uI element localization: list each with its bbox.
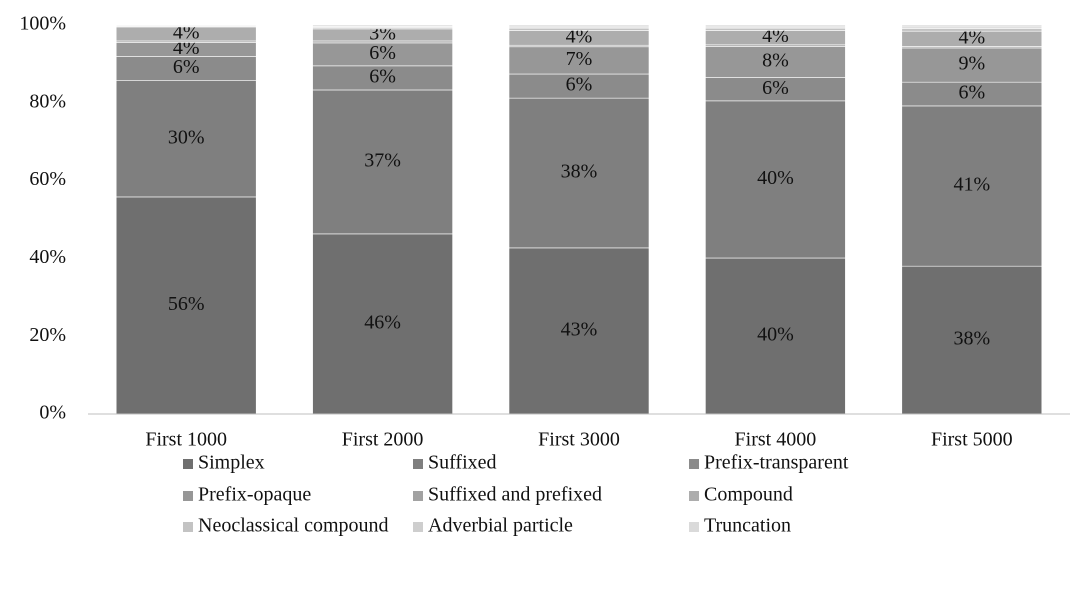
data-label: 41% — [953, 174, 990, 196]
bar-segment — [508, 97, 650, 249]
x-tick-label: First 4000 — [735, 429, 817, 451]
x-tick-label: First 5000 — [931, 429, 1013, 451]
bar-segment — [705, 100, 846, 259]
data-label: 43% — [561, 319, 598, 341]
data-label: 6% — [566, 74, 593, 96]
data-label: 38% — [561, 161, 598, 183]
legend-swatch — [413, 522, 423, 532]
bar-segment — [115, 80, 257, 198]
bar-segment — [508, 46, 650, 75]
legend-swatch — [183, 522, 193, 532]
data-label: 6% — [369, 65, 396, 87]
data-label: 30% — [168, 126, 205, 148]
y-tick-label: 60% — [29, 168, 66, 190]
y-tick-label: 100% — [19, 13, 66, 35]
data-label: 9% — [958, 53, 985, 75]
data-label: 6% — [369, 42, 396, 64]
bar-segment — [705, 46, 846, 78]
bar-segment — [705, 27, 846, 31]
legend-label: Truncation — [704, 515, 791, 537]
bar-segment — [508, 27, 650, 31]
legend-swatch — [183, 491, 193, 501]
bar-segment — [312, 233, 453, 415]
y-tick-label: 80% — [29, 90, 66, 112]
bar-segment — [115, 24, 257, 27]
bar-segment — [508, 247, 650, 415]
data-label: 6% — [958, 82, 985, 104]
bar-segment — [508, 73, 650, 99]
x-tick-label: First 2000 — [342, 429, 424, 451]
legend-swatch — [689, 491, 699, 501]
legend-label: Compound — [704, 484, 793, 506]
legend-label: Suffixed and prefixed — [428, 484, 602, 506]
bar-segment — [705, 257, 846, 415]
data-label: 6% — [762, 77, 789, 99]
x-tick-label: First 3000 — [538, 429, 620, 451]
legend-label: Suffixed — [428, 452, 497, 474]
x-tick-label: First 1000 — [145, 429, 227, 451]
y-tick-label: 0% — [39, 402, 66, 424]
data-label: 6% — [173, 56, 200, 78]
bar-segment — [901, 105, 1043, 267]
bar-segment — [312, 24, 453, 27]
bar-segment — [508, 24, 650, 28]
legend-swatch — [689, 522, 699, 532]
legend-swatch — [689, 459, 699, 469]
data-label: 40% — [757, 324, 794, 346]
bar-segment — [312, 89, 453, 235]
y-tick-label: 40% — [29, 246, 66, 268]
data-label: 4% — [566, 25, 593, 47]
data-label: 7% — [566, 48, 593, 70]
data-label: 4% — [958, 26, 985, 48]
bar-segment — [901, 28, 1043, 32]
legend-swatch — [183, 459, 193, 469]
legend-swatch — [413, 491, 423, 501]
legend-label: Adverbial particle — [428, 515, 573, 537]
data-label: 37% — [364, 150, 401, 172]
bar-segment — [901, 47, 1043, 83]
bar-segment — [901, 265, 1043, 415]
legend-label: Neoclassical compound — [198, 515, 389, 537]
legend-swatch — [413, 459, 423, 469]
data-label: 56% — [168, 293, 205, 315]
data-label: 8% — [762, 50, 789, 72]
legend-label: Prefix-opaque — [198, 484, 311, 506]
bar-segment — [901, 24, 1043, 28]
data-label: 46% — [364, 312, 401, 334]
bar-segment — [115, 196, 257, 415]
data-label: 38% — [953, 328, 990, 350]
legend-label: Simplex — [198, 452, 265, 474]
data-label: 40% — [757, 167, 794, 189]
bar-segment — [312, 65, 453, 91]
bar-segment — [705, 24, 846, 28]
y-tick-label: 20% — [29, 324, 66, 346]
legend-label: Prefix-transparent — [704, 452, 849, 474]
